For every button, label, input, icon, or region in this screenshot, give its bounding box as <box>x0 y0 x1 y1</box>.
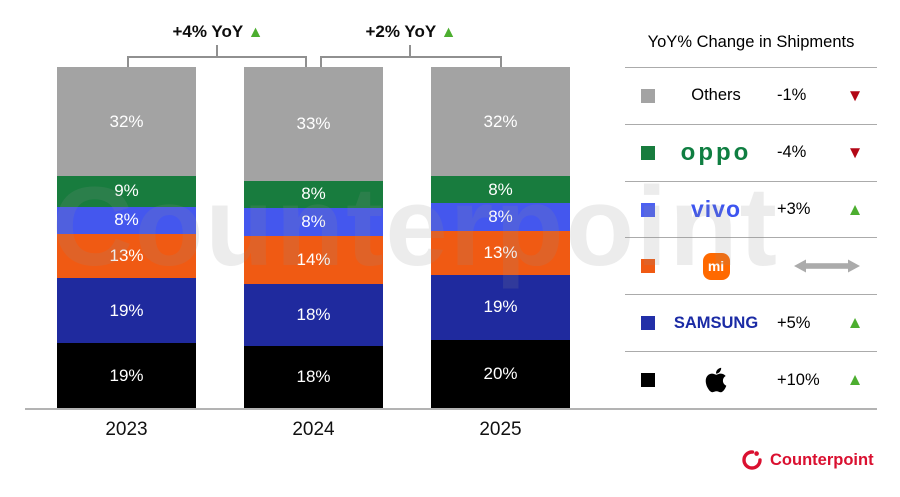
segment-value-label: 9% <box>114 181 139 201</box>
x-tick-2024: 2024 <box>292 419 335 440</box>
segment-value-label: 19% <box>483 297 518 317</box>
yoy-annotation-label: +4% YoY <box>172 22 243 41</box>
bracket-2023-2024 <box>127 56 307 67</box>
others-yoy-value: -1% <box>777 86 807 105</box>
bar-segment-apple-2023: 19% <box>57 343 196 409</box>
counterpoint-icon <box>742 450 762 470</box>
segment-value-label: 20% <box>483 363 518 383</box>
legend-row-vivo: vivo +3% ▲ <box>625 180 877 238</box>
up-triangle-icon: ▲ <box>846 370 864 390</box>
bracket-2024-2025 <box>320 56 502 67</box>
up-triangle-icon: ▲ <box>846 313 864 333</box>
x-axis-line <box>25 408 877 410</box>
bar-segment-vivo-2024: 8% <box>244 208 383 236</box>
samsung-yoy-value: +5% <box>777 313 811 332</box>
bar-segment-oppo-2023: 9% <box>57 176 196 207</box>
bar-segment-oppo-2024: 8% <box>244 180 383 209</box>
xiaomi-mi-logo: mi <box>702 252 730 280</box>
others-swatch <box>641 88 655 103</box>
legend-title: YoY% Change in Shipments <box>647 33 855 51</box>
vivo-yoy-value: +3% <box>777 200 811 219</box>
bar-segment-xiaomi-2023: 13% <box>57 234 196 279</box>
segment-value-label: 8% <box>114 210 139 230</box>
oppo-swatch <box>641 145 655 160</box>
segment-value-label: 13% <box>483 242 518 262</box>
bar-segment-apple-2025: 20% <box>431 339 570 409</box>
bracket-tick <box>216 45 218 57</box>
bar-segment-xiaomi-2024: 14% <box>244 235 383 285</box>
bar-segment-samsung-2023: 19% <box>57 278 196 344</box>
legend-row-oppo: oppo -4% ▼ <box>625 123 877 181</box>
segment-value-label: 18% <box>296 367 331 387</box>
segment-value-label: 19% <box>109 365 144 385</box>
legend-row-apple: +10% ▲ <box>625 351 877 408</box>
stacked-bar-2025: 32% 8% 8% 13% 19% 20% <box>431 67 570 409</box>
up-triangle-icon: ▲ <box>846 199 864 219</box>
legend-row-xiaomi: mi <box>625 237 877 294</box>
stacked-bar-2024: 33% 8% 8% 14% 18% 18% <box>244 67 383 409</box>
counterpoint-logo: Counterpoint <box>741 449 874 471</box>
segment-value-label: 19% <box>109 300 144 320</box>
stacked-bar-2023: 32% 9% 8% 13% 19% 19% <box>57 67 196 409</box>
segment-value-label: 13% <box>109 246 144 266</box>
segment-value-label: 8% <box>301 212 326 232</box>
segment-value-label: 14% <box>296 249 331 269</box>
legend-row-samsung: SAMSUNG +5% ▲ <box>625 294 877 351</box>
segment-value-label: 8% <box>301 184 326 204</box>
bar-segment-vivo-2023: 8% <box>57 206 196 235</box>
segment-value-label: 33% <box>296 113 331 133</box>
up-triangle-icon: ▲ <box>247 24 264 41</box>
xiaomi-swatch <box>641 259 655 274</box>
yoy-annotation-2023-2024: +4% YoY ▲ <box>118 22 318 42</box>
samsung-swatch <box>641 316 655 331</box>
segment-value-label: 32% <box>483 111 518 131</box>
bracket-tick <box>409 45 411 57</box>
bar-segment-vivo-2025: 8% <box>431 203 570 231</box>
apple-yoy-value: +10% <box>777 370 820 389</box>
legend-panel: Others -1% ▼ oppo -4% ▼ vivo +3% ▲ mi <box>625 67 877 408</box>
bar-segment-apple-2024: 18% <box>244 346 383 409</box>
x-tick-2025: 2025 <box>479 419 522 440</box>
vivo-swatch <box>641 202 655 217</box>
samsung-logo: SAMSUNG <box>673 313 759 332</box>
legend-row-others: Others -1% ▼ <box>625 67 877 124</box>
apple-logo-icon <box>655 366 777 394</box>
apple-swatch <box>641 373 655 388</box>
yoy-annotation-2024-2025: +2% YoY ▲ <box>311 22 511 42</box>
bar-segment-xiaomi-2025: 13% <box>431 230 570 276</box>
oppo-yoy-value: -4% <box>777 143 807 162</box>
flat-double-arrow-icon <box>777 258 877 274</box>
bar-segment-others-2025: 32% <box>431 67 570 177</box>
segment-value-label: 8% <box>488 179 513 199</box>
bar-segment-oppo-2025: 8% <box>431 176 570 204</box>
segment-value-label: 18% <box>296 305 331 325</box>
bar-segment-others-2023: 32% <box>57 67 196 177</box>
x-tick-2023: 2023 <box>105 419 148 440</box>
bar-segment-samsung-2025: 19% <box>431 275 570 340</box>
up-triangle-icon: ▲ <box>440 24 457 41</box>
vivo-logo: vivo <box>690 196 742 223</box>
oppo-logo: oppo <box>680 138 752 166</box>
down-triangle-icon: ▼ <box>846 85 864 105</box>
segment-value-label: 8% <box>488 207 513 227</box>
down-triangle-icon: ▼ <box>846 142 864 162</box>
bar-segment-samsung-2024: 18% <box>244 284 383 347</box>
counterpoint-wordmark: Counterpoint <box>770 450 874 469</box>
bar-segment-others-2024: 33% <box>244 67 383 181</box>
segment-value-label: 32% <box>109 111 144 131</box>
others-label: Others <box>691 86 741 105</box>
yoy-annotation-label: +2% YoY <box>365 22 436 41</box>
